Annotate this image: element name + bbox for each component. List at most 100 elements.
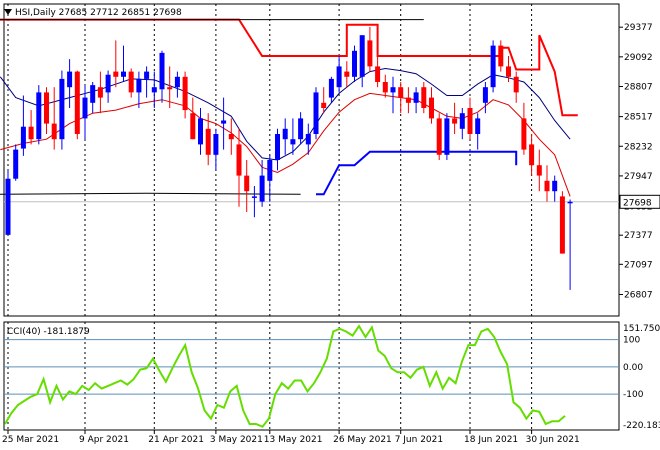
price-tick-label: 27097 bbox=[624, 260, 653, 270]
overlay-line bbox=[316, 150, 518, 196]
candle-body bbox=[490, 45, 496, 88]
candle-body bbox=[482, 87, 488, 103]
candle-body bbox=[90, 85, 96, 103]
candle-body bbox=[313, 92, 319, 134]
candle-body bbox=[521, 118, 527, 150]
time-tick-label: 26 May 2021 bbox=[333, 435, 392, 445]
candle-body bbox=[236, 144, 242, 176]
candle-body bbox=[128, 71, 134, 93]
candles bbox=[5, 26, 573, 290]
cci-bottom-label: -220.183 bbox=[623, 421, 660, 431]
candle-body bbox=[429, 97, 434, 119]
candle-body bbox=[105, 74, 111, 93]
candle-body bbox=[167, 87, 173, 90]
candle-body bbox=[198, 118, 203, 145]
candle-body bbox=[275, 134, 280, 160]
candle-body bbox=[221, 120, 227, 124]
candle-body bbox=[144, 71, 150, 79]
candle-body bbox=[213, 134, 219, 155]
candle-body bbox=[82, 97, 88, 119]
time-tick-label: 21 Apr 2021 bbox=[148, 435, 204, 445]
price-tick-label: 29377 bbox=[624, 23, 653, 33]
price-tick-label: 28517 bbox=[624, 113, 653, 123]
candle-body bbox=[51, 123, 57, 140]
candle-body bbox=[375, 66, 381, 82]
candle-body bbox=[190, 113, 196, 140]
symbol-triangle-icon bbox=[4, 9, 12, 15]
time-tick-label: 25 Mar 2021 bbox=[2, 435, 59, 445]
candle-body bbox=[5, 178, 11, 235]
price-tick-label: 27377 bbox=[624, 231, 653, 241]
candle-body bbox=[121, 71, 126, 77]
candle-body bbox=[552, 180, 558, 192]
candle-body bbox=[151, 87, 157, 93]
time-tick-label: 7 Jun 2021 bbox=[395, 435, 443, 445]
candle-body bbox=[113, 71, 119, 77]
time-tick-label: 18 Jun 2021 bbox=[464, 435, 518, 445]
candle-body bbox=[328, 78, 334, 98]
candle-body bbox=[74, 71, 80, 134]
candle-body bbox=[205, 128, 211, 155]
candle-body bbox=[67, 71, 73, 88]
candle-body bbox=[251, 196, 257, 198]
candle-body bbox=[182, 76, 188, 111]
candle-body bbox=[267, 160, 273, 181]
candle-body bbox=[244, 175, 250, 192]
candle-body bbox=[513, 76, 519, 93]
candle-body bbox=[36, 92, 42, 140]
candle-body bbox=[44, 92, 49, 124]
candle-body bbox=[413, 92, 419, 103]
candle-body bbox=[467, 108, 473, 134]
candle-body bbox=[405, 97, 411, 103]
candle-body bbox=[321, 102, 327, 108]
candle-body bbox=[475, 118, 481, 134]
price-tick-label: 28232 bbox=[624, 142, 653, 152]
price-tick-label: 28807 bbox=[624, 82, 653, 92]
overlay-line bbox=[0, 192, 301, 195]
candle-body bbox=[459, 113, 465, 129]
cci-level-label: 0.00 bbox=[623, 363, 643, 373]
candle-body bbox=[506, 66, 511, 77]
candle-body bbox=[159, 52, 165, 90]
candle-body bbox=[282, 128, 288, 140]
candle-body bbox=[20, 126, 26, 149]
chart-frames bbox=[3, 3, 620, 431]
price-tick-label: 27947 bbox=[624, 172, 653, 182]
cci-line bbox=[4, 324, 566, 428]
price-tick-label: 29092 bbox=[624, 53, 653, 63]
cci-level-label: 100 bbox=[623, 336, 640, 346]
chart-title-group: HSI,Daily 27685 27712 26851 27698 CCI(40… bbox=[4, 8, 182, 337]
time-tick-label: 3 May 2021 bbox=[210, 435, 263, 445]
candle-body bbox=[97, 87, 103, 98]
candle-body bbox=[544, 180, 550, 192]
candle-body bbox=[336, 66, 342, 88]
cci-label: CCI(40) -181.1879 bbox=[7, 327, 90, 337]
cci-level-label: -100 bbox=[623, 390, 644, 400]
time-tick-label: 13 May 2021 bbox=[264, 435, 323, 445]
candle-body bbox=[567, 201, 573, 204]
candle-body bbox=[559, 196, 565, 254]
price-tag-value: 27698 bbox=[623, 198, 652, 208]
candle-body bbox=[305, 134, 311, 145]
candle-body bbox=[436, 118, 442, 155]
candle-body bbox=[136, 78, 142, 93]
candle-body bbox=[174, 76, 180, 88]
candle-body bbox=[352, 50, 357, 77]
candle-body bbox=[529, 144, 535, 166]
cci-series-line bbox=[4, 324, 566, 428]
candle-body bbox=[228, 134, 234, 140]
time-tick-label: 9 Apr 2021 bbox=[79, 435, 129, 445]
cci-top-label: 151.7509 bbox=[623, 324, 660, 334]
main-pane-frame bbox=[3, 3, 620, 317]
cci-levels: 100 0.00 -100 151.7509 -220.183 bbox=[4, 324, 660, 431]
price-tag-box bbox=[619, 194, 660, 209]
candle-body bbox=[382, 82, 388, 93]
candle-body bbox=[390, 87, 396, 93]
candle-body bbox=[298, 118, 304, 140]
candle-body bbox=[452, 118, 458, 124]
candle-body bbox=[28, 126, 34, 140]
candle-body bbox=[444, 118, 450, 155]
candle-body bbox=[367, 40, 373, 67]
candle-body bbox=[13, 149, 19, 179]
chart-title: HSI,Daily 27685 27712 26851 27698 bbox=[15, 8, 182, 18]
